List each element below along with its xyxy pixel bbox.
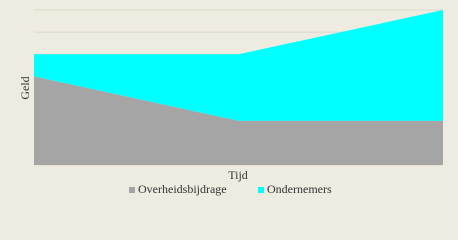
area — [34, 10, 443, 121]
plot-area — [34, 10, 443, 165]
legend-label: Overheidsbijdrage — [138, 182, 227, 196]
x-axis-label: Tijd — [228, 168, 248, 182]
y-axis-label: Geld — [18, 76, 32, 99]
legend-swatch — [258, 187, 264, 193]
legend-swatch — [129, 187, 135, 193]
legend: Overheidsbijdrage Ondernemers — [129, 182, 332, 196]
chart: Geld Tijd Overheidsbijdrage Ondernemers — [17, 9, 443, 196]
legend-label: Ondernemers — [267, 182, 332, 196]
